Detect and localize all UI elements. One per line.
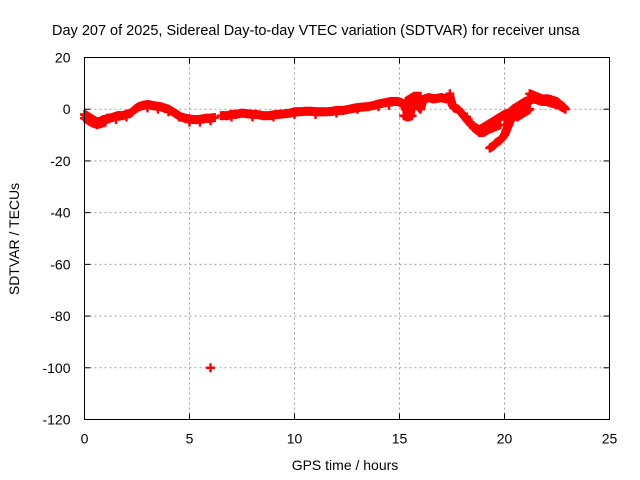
x-tick-label: 10 (287, 431, 303, 447)
data-point-marker (143, 103, 152, 113)
x-tick-label: 25 (602, 431, 618, 447)
y-tick-label: -120 (42, 412, 70, 428)
data-point-marker (153, 104, 163, 114)
data-point-marker (185, 117, 194, 127)
x-tick-label: 15 (392, 431, 408, 447)
data-point-marker (174, 112, 184, 122)
data-point-marker (206, 363, 215, 373)
data-point-marker (111, 115, 121, 125)
x-tick-label: 20 (497, 431, 513, 447)
data-point-marker (374, 102, 383, 112)
y-tick-label: 20 (55, 50, 71, 66)
x-tick-label: 5 (186, 431, 194, 447)
x-tick-label: 0 (81, 431, 89, 447)
data-point-marker (206, 116, 215, 126)
data-point-marker (164, 107, 173, 117)
x-axis-label: GPS time / hours (292, 457, 399, 473)
data-point-marker (132, 103, 142, 113)
data-point-marker (311, 109, 320, 119)
data-point-marker (416, 91, 425, 101)
data-point-marker (248, 112, 257, 122)
y-tick-label: -60 (50, 256, 70, 272)
y-tick-label: -40 (50, 205, 70, 221)
data-point-marker (560, 104, 570, 114)
x-tick-labels: 0 5 10 15 20 25 (81, 431, 618, 447)
chart-title: Day 207 of 2025, Sidereal Day-to-day VTE… (52, 23, 581, 39)
y-tick-label: -20 (50, 153, 70, 169)
plot-frame (84, 57, 610, 420)
y-tick-label: 0 (63, 101, 71, 117)
data-point-marker (407, 111, 417, 121)
data-point-marker (384, 100, 394, 110)
data-point-marker (195, 117, 205, 127)
data-points (80, 89, 570, 373)
data-point-marker (332, 108, 341, 118)
y-tick-label: -100 (42, 360, 70, 376)
data-point-marker (227, 112, 236, 122)
data-point-marker (353, 104, 362, 114)
y-axis-label: SDTVAR / TECUs (6, 183, 22, 295)
y-tick-label: -80 (50, 308, 70, 324)
y-tick-labels: 20 0 -20 -40 -60 -80 -100 -120 (42, 50, 70, 428)
data-point-marker (122, 112, 131, 122)
data-point-marker (101, 117, 110, 127)
data-point-marker (445, 89, 455, 99)
data-point-marker (269, 112, 278, 122)
data-point-marker (290, 109, 299, 119)
data-point-marker (495, 120, 505, 130)
